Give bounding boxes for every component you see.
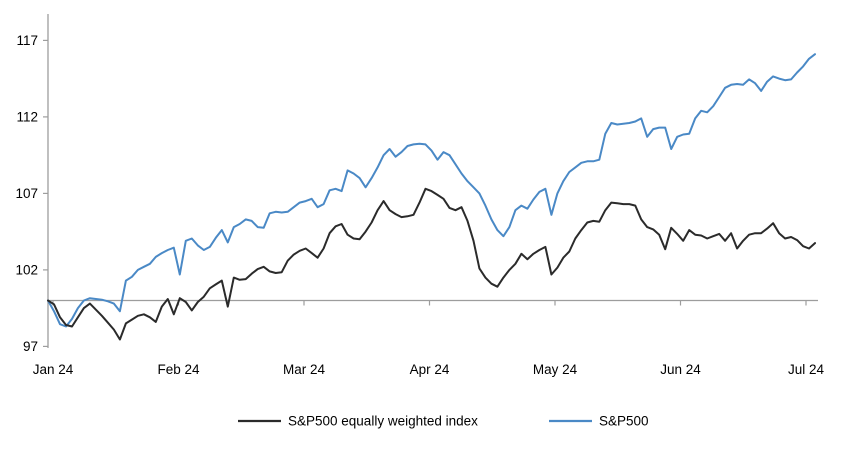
- x-tick-label-0: Jan 24: [33, 362, 74, 377]
- legend-label-1: S&P500: [599, 414, 649, 429]
- y-tick-label-0: 97: [23, 339, 38, 354]
- y-tick-label-3: 112: [16, 109, 38, 124]
- x-tick-label-5: Jun 24: [660, 362, 701, 377]
- legend-label-0: S&P500 equally weighted index: [288, 414, 478, 429]
- series-line-sp500: [47, 53, 816, 328]
- y-tick-label-2: 107: [15, 186, 38, 201]
- x-tick-label-1: Feb 24: [157, 362, 200, 377]
- y-tick-label-1: 102: [15, 262, 38, 277]
- series-line-equal-weight: [47, 187, 816, 341]
- x-tick-label-6: Jul 24: [788, 362, 825, 377]
- y-tick-label-4: 117: [16, 33, 38, 48]
- x-tick-label-3: Apr 24: [410, 362, 450, 377]
- x-tick-label-4: May 24: [533, 362, 578, 377]
- x-tick-label-2: Mar 24: [283, 362, 326, 377]
